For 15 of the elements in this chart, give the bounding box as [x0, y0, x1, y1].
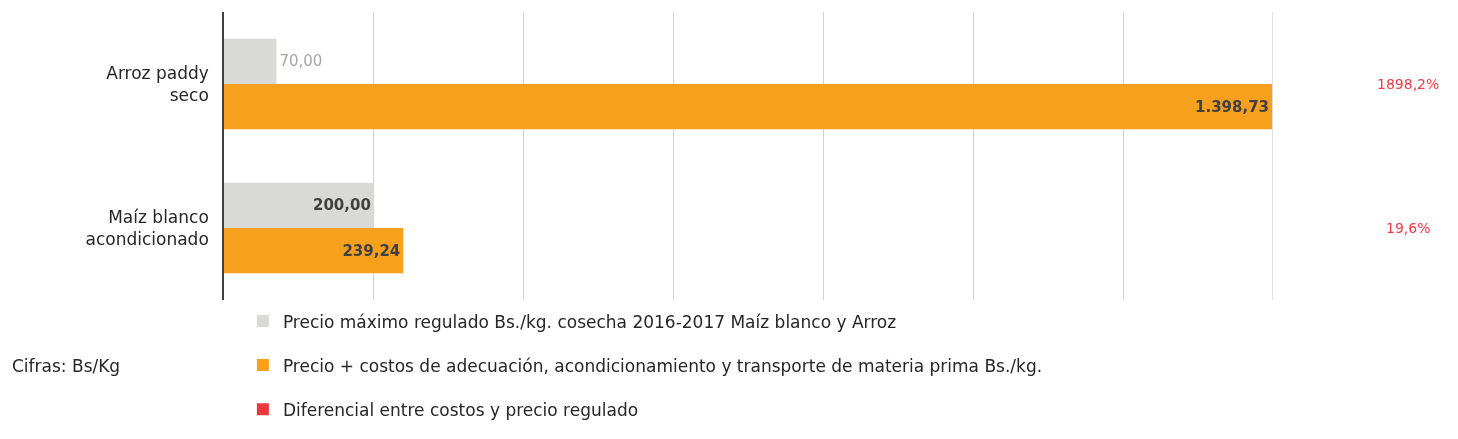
legend-label: Precio máximo regulado Bs./kg. cosecha 2016-2017 Maíz blanco y Arroz	[282, 311, 897, 332]
legend-label: Precio + costos de adecuación, acondicionamiento y transporte de materia prima Bs./kg.	[282, 355, 1043, 376]
text: 19,6%	[1386, 220, 1431, 236]
text: 1898,2%	[1377, 76, 1440, 92]
bar	[224, 84, 1273, 130]
y-tick-label: Arroz paddy seco	[106, 62, 209, 105]
data-label: 1.398,73	[1195, 97, 1270, 116]
bar	[224, 38, 277, 84]
bar	[224, 228, 404, 274]
y-tick-label: Maíz blanco acondicionado	[85, 206, 209, 249]
legend-label: Diferencial entre costos y precio regulado	[282, 399, 639, 420]
data-label: 70,00	[279, 52, 323, 71]
text: Cifras: Bs/Kg	[12, 356, 121, 376]
data-label: 200,00	[312, 196, 371, 215]
data-label: 239,24	[342, 241, 401, 260]
